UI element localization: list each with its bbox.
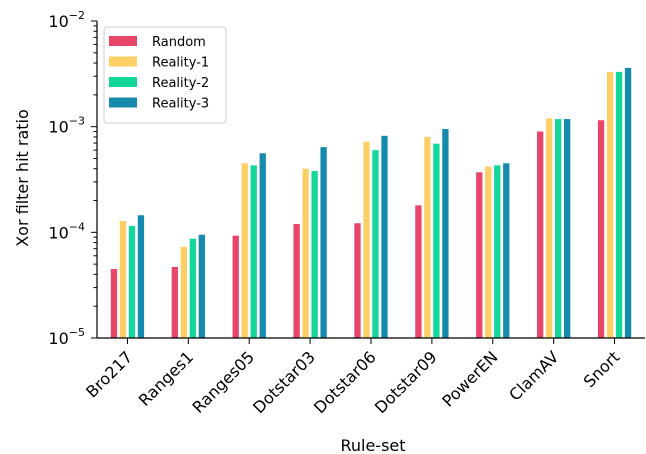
bar-snort-random: [597, 120, 605, 338]
x-tick-label: ClamAV: [505, 347, 562, 404]
x-tick-label: Bro217: [82, 347, 136, 401]
bar-snort-reality-2: [615, 71, 623, 338]
bar-dotstar03-reality-2: [311, 171, 318, 338]
bar-bro217-reality-1: [119, 221, 127, 338]
bar-ranges1-reality-3: [198, 234, 205, 338]
bar-poweren-reality-2: [494, 165, 501, 338]
x-tick-label: Dotstar09: [371, 347, 441, 417]
bar-snort-reality-3: [624, 67, 632, 338]
x-tick-label: Snort: [580, 347, 624, 391]
bar-dotstar09-reality-2: [433, 143, 440, 338]
bar-bro217-reality-3: [137, 215, 145, 338]
x-tick-label: Ranges05: [188, 347, 258, 417]
legend-swatch-reality-1: [109, 56, 137, 67]
x-tick-label: Dotstar03: [249, 347, 319, 417]
y-tick-label: 10−4: [48, 220, 85, 242]
y-tick-label: 10−2: [48, 9, 85, 31]
bar-bro217-random: [110, 268, 118, 338]
x-axis-ticks: Bro217Ranges1Ranges05Dotstar03Dotstar06D…: [82, 338, 623, 417]
bar-dotstar03-reality-1: [302, 168, 309, 338]
legend-label-reality-3: Reality-3: [152, 97, 209, 112]
legend-swatch-reality-3: [109, 97, 137, 108]
bar-ranges1-random: [171, 266, 178, 338]
legend-label-reality-1: Reality-1: [152, 56, 209, 71]
x-axis-title: Rule-set: [340, 436, 405, 454]
bar-snort-reality-1: [606, 71, 614, 338]
y-axis-ticks: 10−5 10−4 10−3 10−2: [48, 9, 97, 348]
bar-dotstar09-reality-3: [442, 129, 449, 338]
bar-poweren-random: [476, 172, 483, 338]
bar-ranges05-random: [232, 235, 239, 338]
bar-clamav-reality-2: [555, 119, 562, 338]
bar-dotstar06-reality-2: [372, 150, 379, 338]
legend: Random Reality-1 Reality-2 Reality-3: [103, 26, 227, 124]
bar-ranges1-reality-2: [189, 238, 196, 338]
x-tick-label: PowerEN: [438, 347, 501, 410]
bar-bro217-reality-2: [128, 225, 136, 338]
y-tick-label: 10−5: [48, 326, 85, 348]
y-axis-title: Xor filter hit ratio: [13, 109, 32, 247]
bar-ranges1-reality-1: [180, 246, 187, 338]
bar-dotstar06-random: [354, 223, 361, 338]
x-tick-label: Dotstar06: [310, 347, 380, 417]
bar-dotstar09-reality-1: [424, 136, 431, 338]
bar-clamav-reality-1: [546, 118, 553, 338]
bar-dotstar06-reality-1: [363, 141, 370, 338]
legend-swatch-reality-2: [109, 77, 137, 87]
bar-ranges05-reality-2: [250, 165, 257, 338]
bar-ranges05-reality-3: [259, 153, 266, 338]
bars: [110, 67, 632, 338]
bar-clamav-random: [537, 131, 544, 338]
x-tick-label: Ranges1: [135, 347, 197, 409]
bar-clamav-reality-3: [564, 119, 571, 338]
legend-label-reality-2: Reality-2: [152, 76, 209, 91]
bar-dotstar03-reality-3: [320, 147, 327, 338]
bar-poweren-reality-3: [503, 163, 510, 338]
legend-label-random: Random: [152, 35, 206, 50]
y-tick-label: 10−3: [48, 115, 85, 137]
legend-swatch-random: [109, 36, 137, 46]
bar-dotstar03-random: [293, 223, 300, 338]
axes: [96, 21, 645, 339]
bar-dotstar06-reality-3: [381, 135, 388, 338]
bar-dotstar09-random: [415, 205, 422, 338]
bar-ranges05-reality-1: [241, 163, 248, 338]
bar-poweren-reality-1: [485, 166, 492, 338]
